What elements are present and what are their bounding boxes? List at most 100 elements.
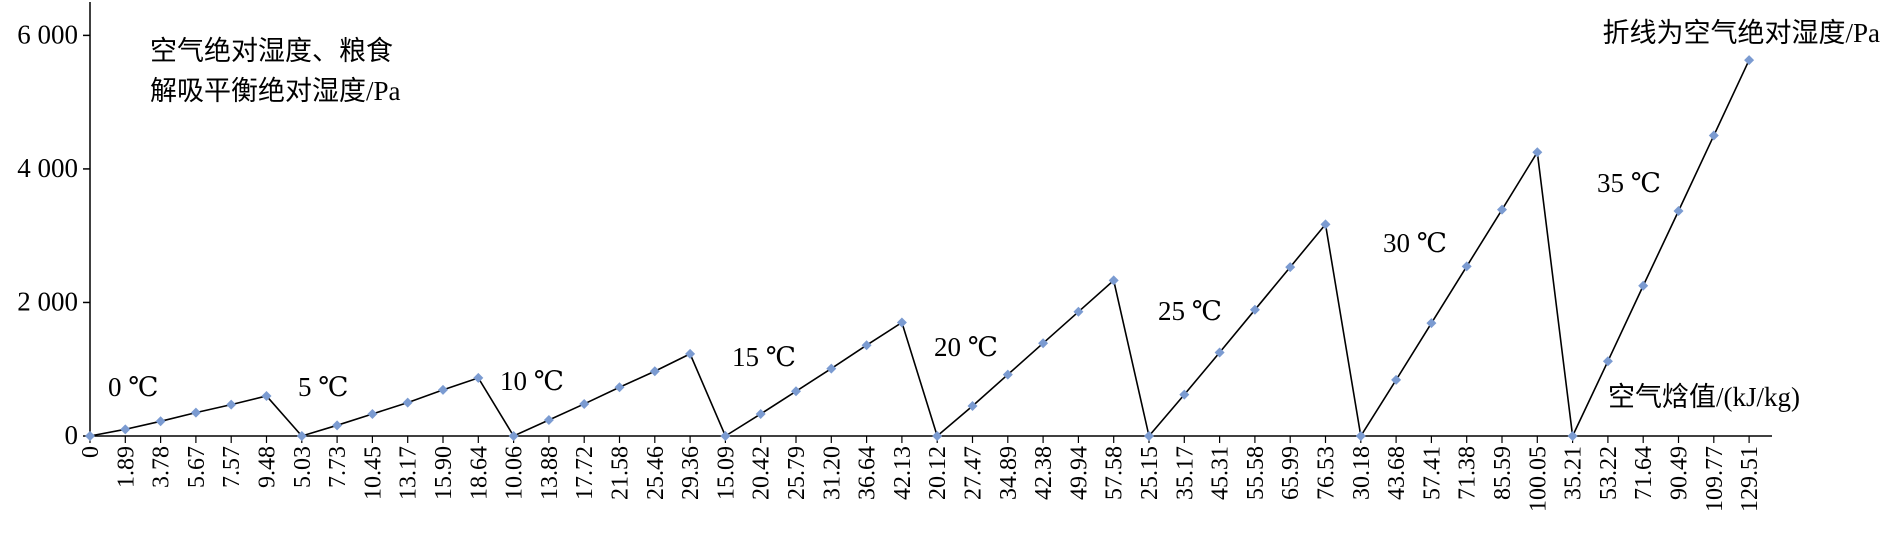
- y-tick-label: 2 000: [17, 286, 78, 316]
- y-tick-label: 6 000: [17, 19, 78, 49]
- group-label: 20 ℃: [934, 332, 998, 362]
- point: [367, 408, 378, 419]
- x-tick-label: 10.06: [502, 446, 528, 500]
- y-tick-label: 0: [65, 420, 79, 450]
- x-tick-label: 43.68: [1384, 446, 1410, 500]
- x-tick-label: 129.51: [1737, 446, 1763, 512]
- point: [226, 399, 237, 410]
- point: [932, 431, 943, 441]
- x-tick-label: 57.41: [1419, 446, 1445, 500]
- x-tick-label: 42.38: [1031, 446, 1057, 500]
- x-tick-label: 53.22: [1596, 446, 1622, 500]
- x-tick-label: 3.78: [149, 446, 175, 488]
- x-tick-label: 25.46: [643, 446, 669, 500]
- point: [438, 384, 448, 395]
- point: [1355, 431, 1366, 441]
- point: [720, 431, 731, 441]
- x-tick-label: 45.31: [1208, 446, 1234, 500]
- x-tick-label: 25.79: [784, 446, 810, 500]
- x-tick-label: 9.48: [255, 446, 281, 488]
- group-label: 0 ℃: [108, 372, 158, 402]
- point: [649, 366, 660, 377]
- x-tick-label: 35.21: [1561, 446, 1587, 500]
- point: [861, 340, 872, 351]
- y-axis-label: 解吸平衡绝对湿度/Pa: [150, 76, 401, 106]
- x-tick-label: 42.13: [890, 446, 916, 500]
- x-tick-label: 21.58: [608, 446, 634, 500]
- x-tick-label: 27.47: [961, 446, 987, 500]
- x-tick-label: 7.73: [325, 446, 351, 488]
- point: [1708, 130, 1719, 141]
- point: [791, 386, 801, 397]
- y-axis-label: 空气绝对湿度、粮食: [150, 36, 393, 66]
- x-tick-label: 25.15: [1137, 446, 1163, 500]
- point: [1002, 369, 1013, 380]
- group-label: 5 ℃: [298, 372, 348, 402]
- point: [120, 424, 131, 435]
- point: [1461, 261, 1472, 272]
- x-tick-label: 109.77: [1702, 446, 1728, 512]
- point: [826, 363, 837, 374]
- x-tick-label: 76.53: [1314, 446, 1340, 500]
- x-tick-label: 7.57: [219, 446, 245, 488]
- x-tick-label: 10.45: [360, 446, 386, 500]
- point: [1108, 275, 1119, 286]
- point: [1073, 306, 1084, 317]
- point: [332, 420, 343, 431]
- point: [579, 398, 590, 409]
- group-label: 15 ℃: [732, 342, 796, 372]
- point: [473, 372, 484, 383]
- point: [1426, 318, 1437, 329]
- x-tick-label: 5.67: [184, 446, 210, 488]
- point: [1038, 338, 1049, 349]
- x-tick-label: 15.90: [431, 446, 457, 500]
- point: [1497, 204, 1507, 215]
- point: [1320, 219, 1331, 230]
- point: [755, 408, 766, 419]
- point: [1567, 431, 1578, 441]
- x-tick-label: 13.17: [396, 446, 422, 500]
- x-axis-label: 空气焓值/(kJ/kg): [1608, 382, 1800, 412]
- x-tick-label: 20.42: [749, 446, 775, 500]
- group-label: 10 ℃: [500, 366, 564, 396]
- x-tick-label: 100.05: [1525, 446, 1551, 512]
- x-tick-label: 90.49: [1667, 446, 1693, 500]
- point: [1144, 431, 1154, 441]
- point: [1602, 356, 1613, 367]
- x-tick-label: 30.18: [1349, 446, 1375, 500]
- point: [155, 416, 166, 427]
- point: [296, 431, 307, 441]
- line: [89, 59, 1750, 439]
- point: [1179, 389, 1190, 400]
- x-tick-label: 29.36: [678, 446, 704, 500]
- point: [190, 407, 201, 418]
- x-tick-label: 1.89: [113, 446, 139, 488]
- point: [1391, 374, 1402, 385]
- x-tick-label: 0: [78, 446, 104, 458]
- x-tick-label: 15.09: [713, 446, 739, 500]
- point: [614, 382, 625, 393]
- point: [896, 317, 907, 328]
- x-tick-label: 36.64: [855, 446, 881, 500]
- x-tick-label: 5.03: [290, 446, 316, 488]
- point: [1638, 280, 1649, 291]
- x-tick-label: 71.64: [1631, 446, 1657, 500]
- point: [967, 400, 978, 411]
- point: [1285, 262, 1296, 273]
- point: [1744, 55, 1755, 66]
- point: [1214, 347, 1225, 358]
- point: [1673, 205, 1684, 216]
- x-tick-label: 13.88: [537, 446, 563, 500]
- group-label: 35 ℃: [1597, 168, 1661, 198]
- point: [261, 390, 272, 401]
- point: [402, 397, 413, 408]
- point: [1249, 304, 1260, 315]
- point: [543, 414, 554, 425]
- group-label: 25 ℃: [1158, 296, 1222, 326]
- point: [85, 431, 95, 441]
- point: [685, 348, 696, 359]
- x-tick-label: 17.72: [572, 446, 598, 500]
- annotation: 折线为空气绝对湿度/Pa: [1602, 18, 1880, 48]
- x-tick-label: 49.94: [1066, 446, 1092, 500]
